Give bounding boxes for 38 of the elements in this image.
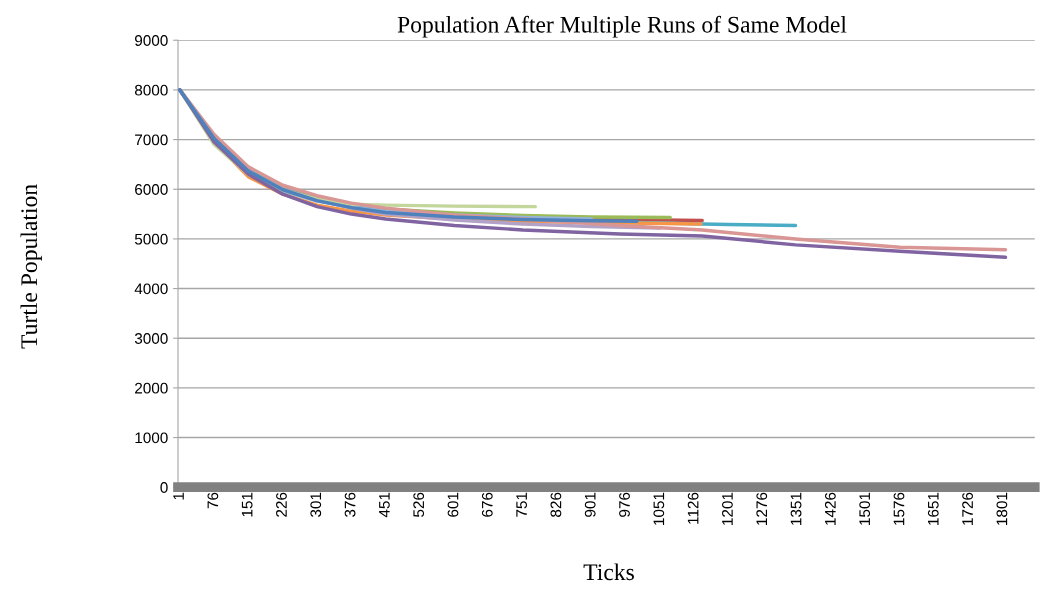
x-tick-label: 1651 [927,492,939,525]
y-tick-label: 0 [160,482,168,493]
x-tick-label: 1201 [722,492,733,525]
x-tick-label: 1051 [653,492,665,525]
y-tick-label: 7000 [135,134,168,146]
x-axis-title: Ticks [583,563,634,581]
x-tick-label: 301 [310,492,322,517]
x-tick-label: 1351 [790,492,802,525]
x-tick-label: 1426 [824,492,836,525]
x-tick-label: 901 [584,492,596,517]
y-tick-label: 6000 [135,184,168,195]
y-tick-label: 5000 [134,233,168,245]
y-tick-label: 1000 [135,432,168,444]
y-tick-label: 3000 [134,333,168,344]
y-tick-label: 4000 [134,283,168,295]
y-tick-label: 8000 [134,84,168,96]
y-tick-label: 9000 [135,35,168,46]
x-tick-label: 1276 [756,492,768,525]
x-tick-label: 151 [241,492,253,517]
x-tick-label: 601 [447,492,459,517]
x-tick-label: 1126 [687,492,699,524]
x-tick-label: 1501 [859,492,871,525]
y-axis-title: Turtle Population [20,184,42,349]
x-tick-label: 1 [173,492,184,500]
chart-title: Population After Multiple Runs of Same Model [397,15,847,38]
x-tick-label: 451 [379,492,390,518]
x-tick-label: 376 [344,492,356,517]
x-tick-label: 526 [413,492,425,517]
x-tick-label: 976 [619,492,630,517]
x-tick-label: 1801 [996,492,1008,525]
x-tick-label: 226 [276,492,287,517]
x-tick-label: 676 [481,492,493,517]
x-tick-label: 1576 [893,492,905,525]
x-tick-label: 76 [207,492,219,509]
y-tick-label: 2000 [135,382,168,394]
x-tick-label: 751 [516,492,527,517]
x-tick-label: 1726 [962,492,973,525]
x-tick-label: 826 [550,492,562,517]
